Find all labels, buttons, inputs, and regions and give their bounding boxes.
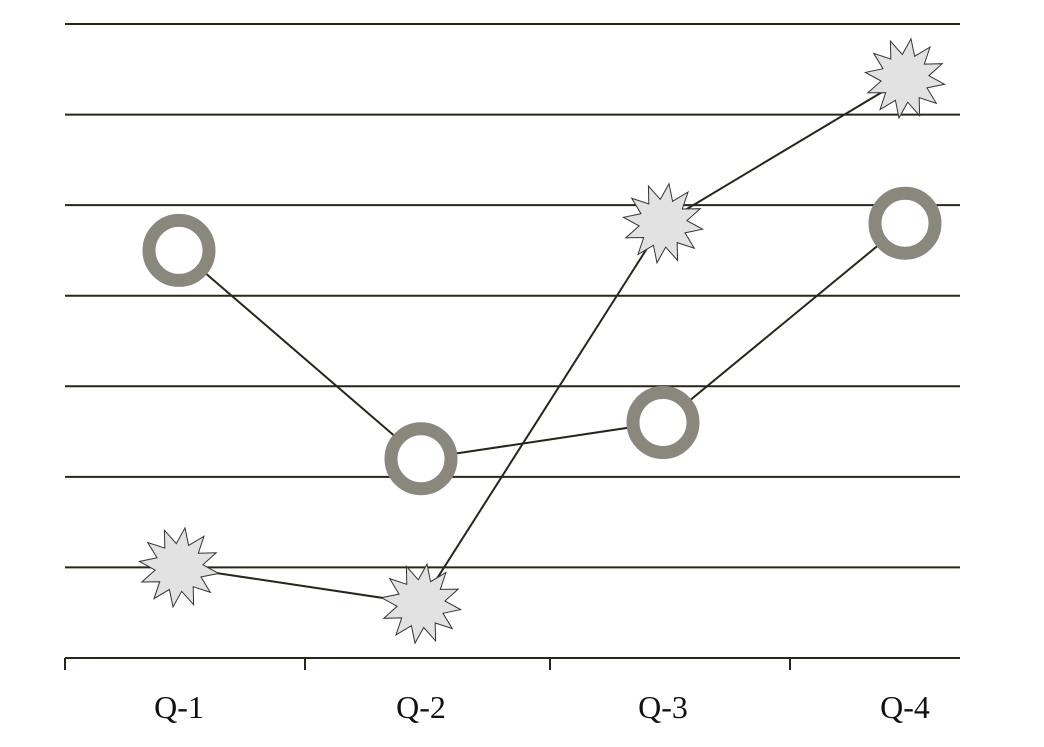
- star-marker: [621, 182, 705, 265]
- ring-marker: [384, 422, 458, 496]
- category-separators: [64, 658, 791, 670]
- ring-marker: [626, 386, 700, 460]
- x-tick-label: Q-3: [638, 689, 688, 725]
- star-marker: [863, 37, 947, 120]
- series-line: [178, 77, 906, 605]
- star-marker: [137, 526, 221, 609]
- x-tick-label: Q-2: [396, 689, 446, 725]
- series-line: [178, 222, 906, 460]
- ring-marker: [142, 213, 216, 287]
- ring-marker: [868, 186, 942, 260]
- x-tick-label: Q-1: [154, 689, 204, 725]
- x-tick-label: Q-4: [880, 689, 930, 725]
- star-marker: [379, 562, 463, 645]
